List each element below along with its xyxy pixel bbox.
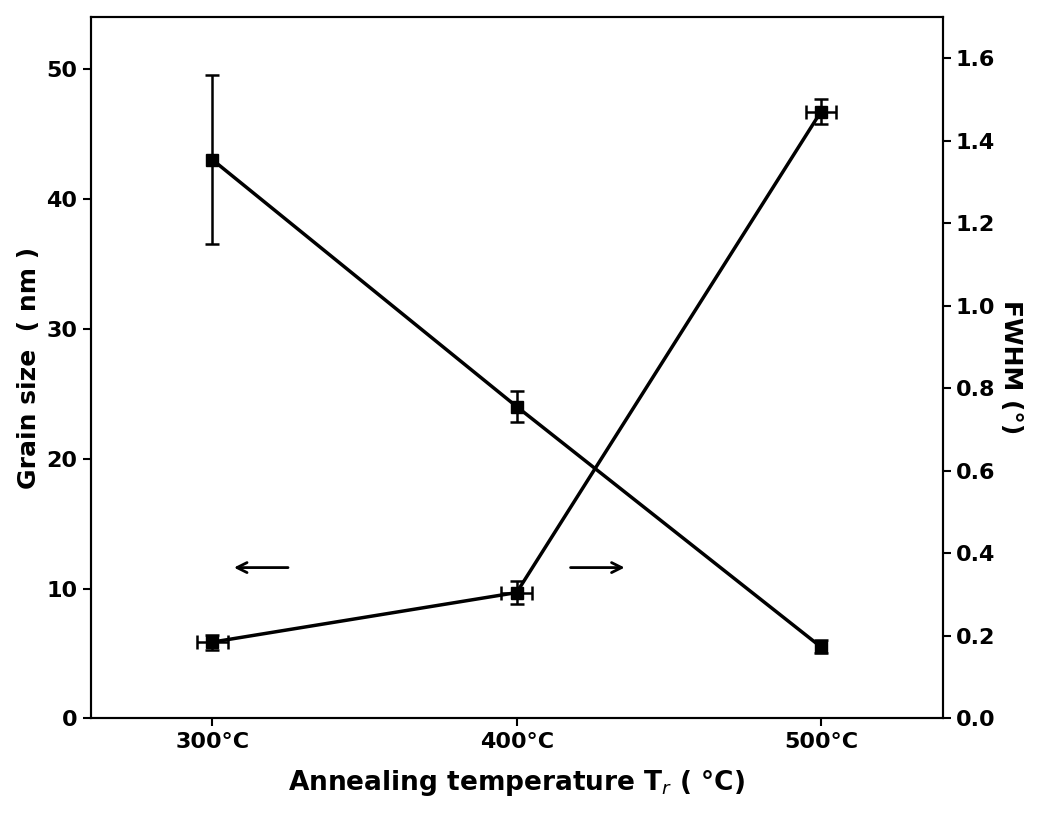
Y-axis label: Grain size  ( nm ): Grain size ( nm ): [17, 246, 41, 489]
Y-axis label: FWHM (°): FWHM (°): [999, 301, 1023, 434]
X-axis label: Annealing temperature T$_r$ ( °C): Annealing temperature T$_r$ ( °C): [288, 769, 745, 799]
